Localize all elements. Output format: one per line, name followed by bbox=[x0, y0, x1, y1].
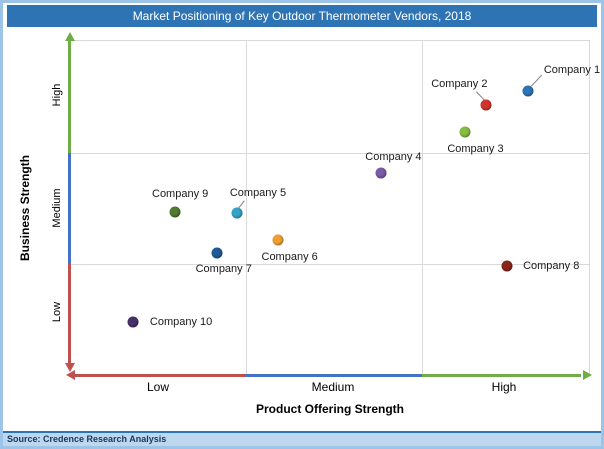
scatter-point-label: Company 1 bbox=[543, 64, 601, 77]
scatter-point bbox=[272, 234, 284, 246]
connector-lines bbox=[70, 41, 589, 375]
x-axis-segment-high bbox=[422, 374, 581, 377]
x-axis-segment-low bbox=[75, 374, 247, 377]
y-axis-arrow-up-icon bbox=[65, 32, 75, 41]
y-tick-medium: Medium bbox=[51, 188, 63, 228]
grid-line-vertical-1 bbox=[246, 41, 248, 375]
scatter-point-label: Company 5 bbox=[229, 186, 287, 199]
scatter-point bbox=[169, 206, 181, 218]
scatter-point-label: Company 10 bbox=[149, 316, 213, 329]
scatter-point-label: Company 4 bbox=[365, 150, 422, 163]
scatter-point bbox=[375, 167, 387, 179]
scatter-point bbox=[522, 85, 534, 97]
y-axis-title: Business Strength bbox=[18, 154, 32, 262]
plot-area: Company 1 Company 2 Company 3 Company 4 Comp… bbox=[65, 32, 600, 380]
scatter-point-label: Company 7 bbox=[195, 263, 252, 276]
scatter-point-label: Company 6 bbox=[261, 251, 318, 264]
y-axis-segment-high bbox=[68, 41, 71, 153]
scatter-point bbox=[127, 316, 139, 328]
y-axis-arrow-down-icon bbox=[65, 363, 75, 372]
x-tick-medium: Medium bbox=[311, 380, 355, 394]
x-axis-arrow-left-icon bbox=[66, 370, 75, 380]
x-tick-high: High bbox=[491, 380, 517, 394]
y-tick-high: High bbox=[51, 83, 63, 107]
x-axis-title: Product Offering Strength bbox=[256, 402, 404, 416]
y-tick-low: Low bbox=[51, 301, 63, 323]
chart-title: Market Positioning of Key Outdoor Thermo… bbox=[7, 5, 597, 27]
scatter-point bbox=[231, 207, 243, 219]
scatter-point-label: Company 8 bbox=[523, 260, 580, 273]
grid-line-horizontal-2 bbox=[70, 264, 589, 266]
x-tick-low: Low bbox=[146, 380, 170, 394]
y-axis-segment-low bbox=[68, 264, 71, 364]
grid-line-vertical-2 bbox=[422, 41, 424, 375]
x-axis-segment-medium bbox=[246, 374, 423, 377]
source-bar: Source: Credence Research Analysis bbox=[3, 431, 601, 446]
scatter-point-label: Company 2 bbox=[431, 78, 488, 91]
scatter-point-label: Company 9 bbox=[152, 187, 209, 200]
scatter-point bbox=[501, 260, 513, 272]
scatter-point bbox=[459, 126, 471, 138]
grid-line-horizontal-1 bbox=[70, 152, 589, 154]
scatter-point bbox=[480, 99, 492, 111]
scatter-point bbox=[211, 247, 223, 259]
y-axis-segment-medium bbox=[68, 152, 71, 265]
scatter-point-label: Company 3 bbox=[447, 142, 504, 155]
x-axis-arrow-right-icon bbox=[583, 370, 592, 380]
